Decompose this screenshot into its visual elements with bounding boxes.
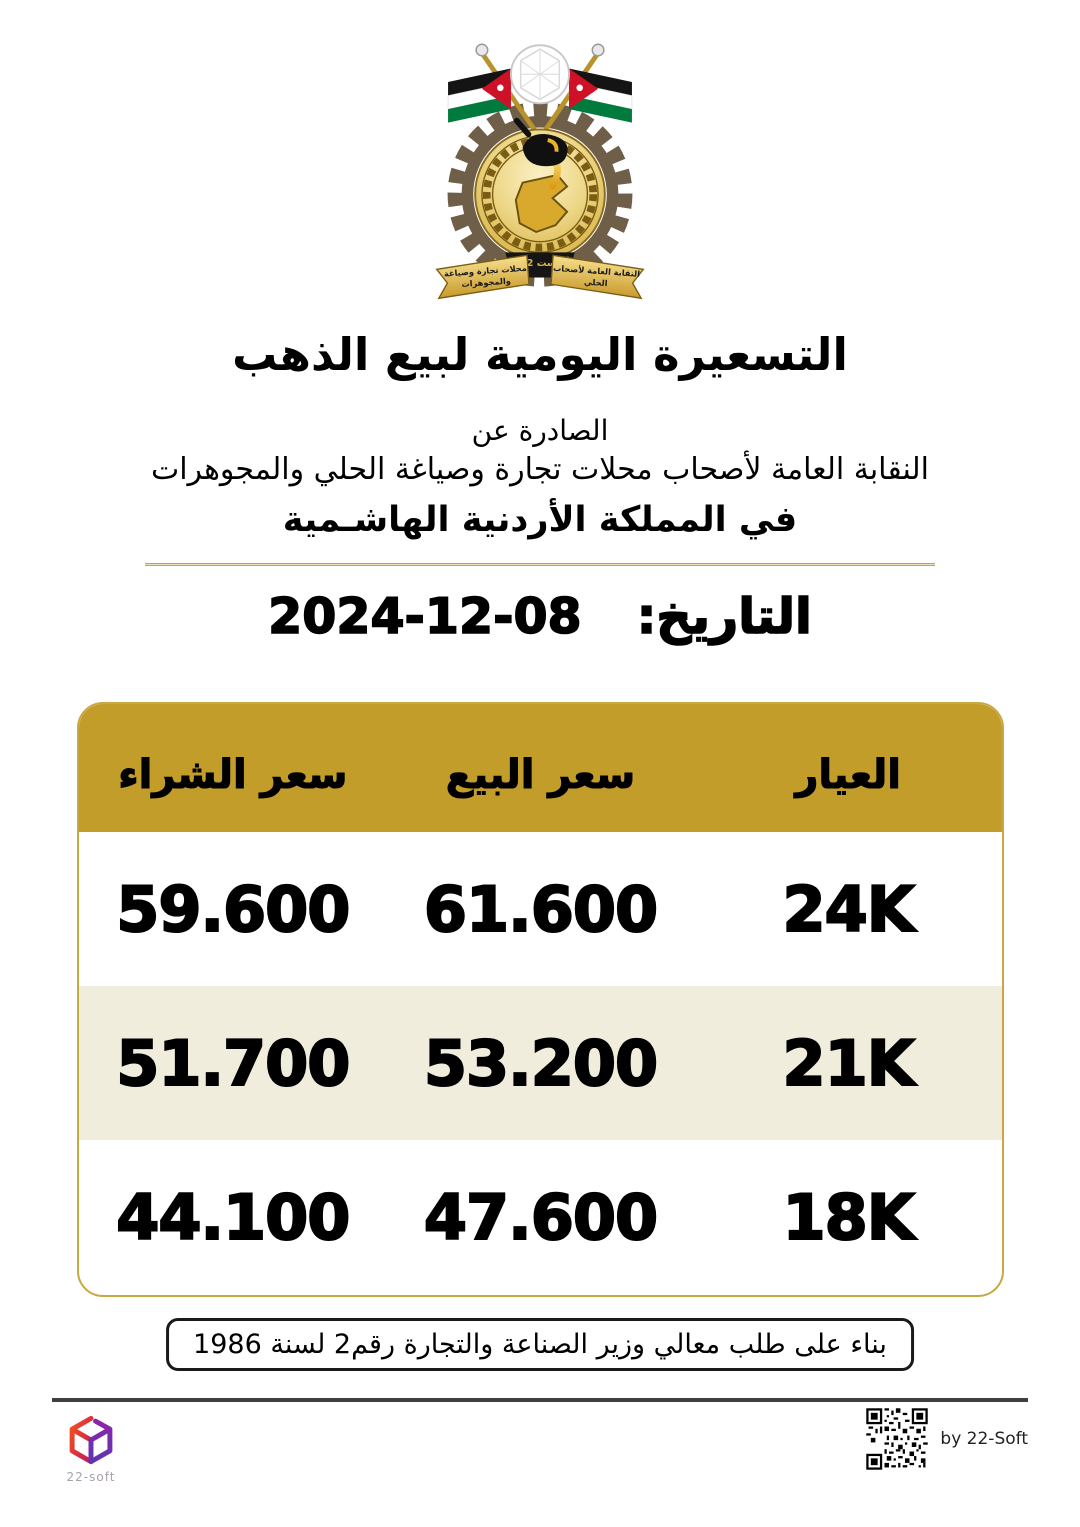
cell-sell-price: 53.200 xyxy=(423,1025,659,1100)
cell-karat: 21K xyxy=(781,1025,915,1100)
jordan-flag-left-icon xyxy=(447,68,512,123)
brand-label: 22-soft xyxy=(66,1470,116,1484)
footer-note: بناء على طلب معالي وزير الصناعة والتجارة… xyxy=(166,1318,914,1371)
page-title: التسعيرة اليومية لبيع الذهب xyxy=(232,328,849,381)
header-buy-price: سعر الشراء xyxy=(118,751,348,798)
ribbon-left-line2: والمجوهرات xyxy=(461,276,511,290)
table-row-24k: 24K 61.600 59.600 xyxy=(79,832,1002,986)
table-row-21k: 21K 53.200 51.700 xyxy=(79,986,1002,1140)
qr-code-icon xyxy=(864,1406,931,1472)
cell-sell-price: 61.600 xyxy=(423,871,659,946)
ribbon-left: محلات تجارة وصياغة والمجوهرات xyxy=(435,254,530,300)
syndicate-logo: تأسست 1972 محلات تجارة وصياغة والمجوهرات… xyxy=(414,22,666,326)
header-sell-price: سعر البيع xyxy=(445,751,636,798)
cell-karat: 24K xyxy=(781,871,915,946)
ribbon-right: النقابة العامة لأصحاب الحلي xyxy=(550,254,645,300)
table-header: العيار سعر البيع سعر الشراء xyxy=(79,704,1002,832)
cell-buy-price: 59.600 xyxy=(115,871,351,946)
cube-icon xyxy=(69,1415,113,1465)
credit-text: by 22-Soft xyxy=(940,1429,1028,1449)
date-value: 08-12-2024 xyxy=(267,587,582,646)
cell-buy-price: 44.100 xyxy=(115,1179,351,1254)
bottom-divider xyxy=(52,1398,1028,1402)
price-table: العيار سعر البيع سعر الشراء 24K 61.600 5… xyxy=(77,702,1004,1297)
table-row-18k: 18K 47.600 44.100 xyxy=(79,1140,1002,1294)
syndicate-logo-graphic: تأسست 1972 محلات تجارة وصياغة والمجوهرات… xyxy=(435,43,645,300)
cell-sell-price: 47.600 xyxy=(423,1179,659,1254)
date-line: التاريخ: 08-12-2024 xyxy=(0,587,1080,646)
issued-by-label: الصادرة عن xyxy=(471,414,609,447)
gold-divider xyxy=(145,563,935,566)
cell-karat: 18K xyxy=(781,1179,915,1254)
jordan-flag-right-icon xyxy=(568,68,633,123)
brand-logo: 22-soft xyxy=(48,1412,134,1484)
cell-buy-price: 51.700 xyxy=(115,1025,351,1100)
date-label: التاريخ: xyxy=(636,587,813,646)
diamond-gem-icon xyxy=(510,44,570,105)
country-line: في المملكة الأردنية الهاشـمية xyxy=(282,500,798,540)
credit-block: by 22-Soft xyxy=(864,1406,1028,1472)
ribbon-right-line2: الحلي xyxy=(584,277,608,289)
issuer-name: النقابة العامة لأصحاب محلات تجارة وصياغة… xyxy=(150,452,930,487)
crucible-icon xyxy=(513,117,568,167)
header-karat: العيار xyxy=(795,751,902,798)
